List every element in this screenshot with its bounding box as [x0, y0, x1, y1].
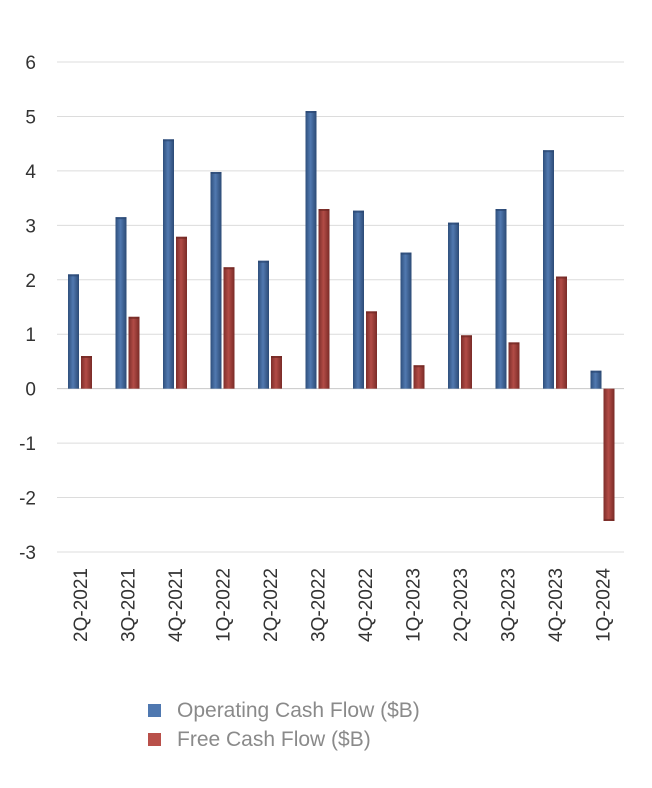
- x-axis-category-labels: 2Q-2021 3Q-2021 4Q-2021 1Q-2022 2Q-2022 3Q-20…: [71, 568, 615, 642]
- bar-cap: [590, 370, 602, 373]
- bar-cap: [68, 274, 79, 277]
- y-tick-label: 5: [25, 107, 36, 128]
- bar-cap: [400, 252, 412, 255]
- y-tick-label: 2: [25, 271, 36, 292]
- y-tick-label: -1: [19, 434, 36, 455]
- bar-operating-cash-flow: [305, 111, 317, 389]
- bar-free-cash-flow: [271, 356, 282, 389]
- y-tick-label: -3: [19, 543, 36, 564]
- bar-cap: [448, 222, 459, 225]
- bar-cap: [495, 209, 507, 211]
- legend-label-free: Free Cash Flow ($B): [177, 727, 371, 751]
- bar-free-cash-flow: [176, 236, 187, 389]
- bar-cap: [413, 365, 425, 368]
- bar-cap: [223, 267, 235, 270]
- bar-operating-cash-flow: [258, 260, 269, 389]
- x-category-label: 1Q-2022: [214, 568, 235, 642]
- bar-free-cash-flow: [413, 365, 425, 389]
- bar-operating-cash-flow: [400, 252, 412, 389]
- y-tick-label: 3: [25, 216, 36, 237]
- legend-label-operating: Operating Cash Flow ($B): [177, 698, 420, 722]
- x-category-label: 2Q-2022: [261, 568, 282, 642]
- y-axis-tick-labels: 6 5 4 3 2 1 0 -1 -2 -3: [19, 53, 36, 564]
- bar-cap: [556, 276, 567, 279]
- x-category-label: 2Q-2023: [451, 568, 472, 642]
- bar-operating-cash-flow: [68, 274, 79, 389]
- bar-cap: [176, 236, 187, 239]
- x-category-label: 3Q-2023: [499, 568, 520, 642]
- legend-swatch-free: [148, 733, 161, 746]
- y-tick-label: 1: [25, 325, 36, 346]
- legend-swatch-operating: [148, 704, 161, 717]
- bar-cap: [603, 518, 615, 521]
- bar-free-cash-flow: [366, 311, 377, 389]
- bar-free-cash-flow: [508, 342, 520, 389]
- bar-operating-cash-flow: [163, 139, 174, 389]
- chart: 6 5 4 3 2 1 0 -1 -2 -3 2Q-2021 3Q-2021 4Q-2021 1Q-20…: [19, 53, 624, 642]
- bar-cap: [163, 139, 174, 142]
- grid-lines: [57, 61, 624, 553]
- bar-free-cash-flow: [223, 267, 235, 389]
- bar-cap: [128, 316, 140, 319]
- bar-operating-cash-flow: [448, 222, 459, 389]
- legend-item-operating-cash-flow[interactable]: Operating Cash Flow ($B): [148, 696, 420, 725]
- bar-free-cash-flow: [556, 276, 567, 389]
- legend: Operating Cash Flow ($B) Free Cash Flow …: [148, 696, 420, 754]
- bar-cap: [258, 260, 269, 263]
- bar-free-cash-flow: [128, 316, 140, 389]
- bar-cap: [81, 356, 92, 358]
- bar-cap: [543, 150, 554, 153]
- x-category-label: 3Q-2021: [119, 568, 140, 642]
- bar-operating-cash-flow: [543, 150, 554, 389]
- bar-cap: [271, 356, 282, 358]
- bar-cap: [461, 335, 472, 338]
- y-tick-label: -2: [19, 489, 36, 510]
- x-category-label: 4Q-2023: [546, 568, 567, 642]
- bars: [68, 111, 615, 521]
- x-category-label: 1Q-2023: [404, 568, 425, 642]
- bar-cap: [115, 217, 127, 220]
- y-tick-label: 4: [25, 162, 36, 183]
- y-tick-label: 0: [25, 380, 36, 401]
- x-category-label: 4Q-2022: [356, 568, 377, 642]
- bar-free-cash-flow: [318, 209, 330, 389]
- bar-operating-cash-flow: [115, 217, 127, 389]
- bar-cap: [318, 209, 330, 211]
- bar-cap: [305, 111, 317, 113]
- legend-item-free-cash-flow[interactable]: Free Cash Flow ($B): [148, 725, 420, 754]
- x-category-label: 2Q-2021: [71, 568, 92, 642]
- x-category-label: 1Q-2024: [594, 568, 615, 642]
- bar-cap: [508, 342, 520, 345]
- x-category-label: 4Q-2021: [166, 568, 187, 642]
- bar-cap: [210, 171, 222, 174]
- bar-free-cash-flow: [81, 356, 92, 389]
- bar-operating-cash-flow: [590, 370, 602, 389]
- bar-free-cash-flow: [461, 335, 472, 389]
- bar-free-cash-flow: [603, 388, 615, 521]
- bar-operating-cash-flow: [353, 210, 364, 389]
- bar-cap: [353, 210, 364, 213]
- y-tick-label: 6: [25, 53, 36, 74]
- x-category-label: 3Q-2022: [309, 568, 330, 642]
- bar-operating-cash-flow: [495, 209, 507, 389]
- bar-cap: [366, 311, 377, 314]
- bar-operating-cash-flow: [210, 171, 222, 389]
